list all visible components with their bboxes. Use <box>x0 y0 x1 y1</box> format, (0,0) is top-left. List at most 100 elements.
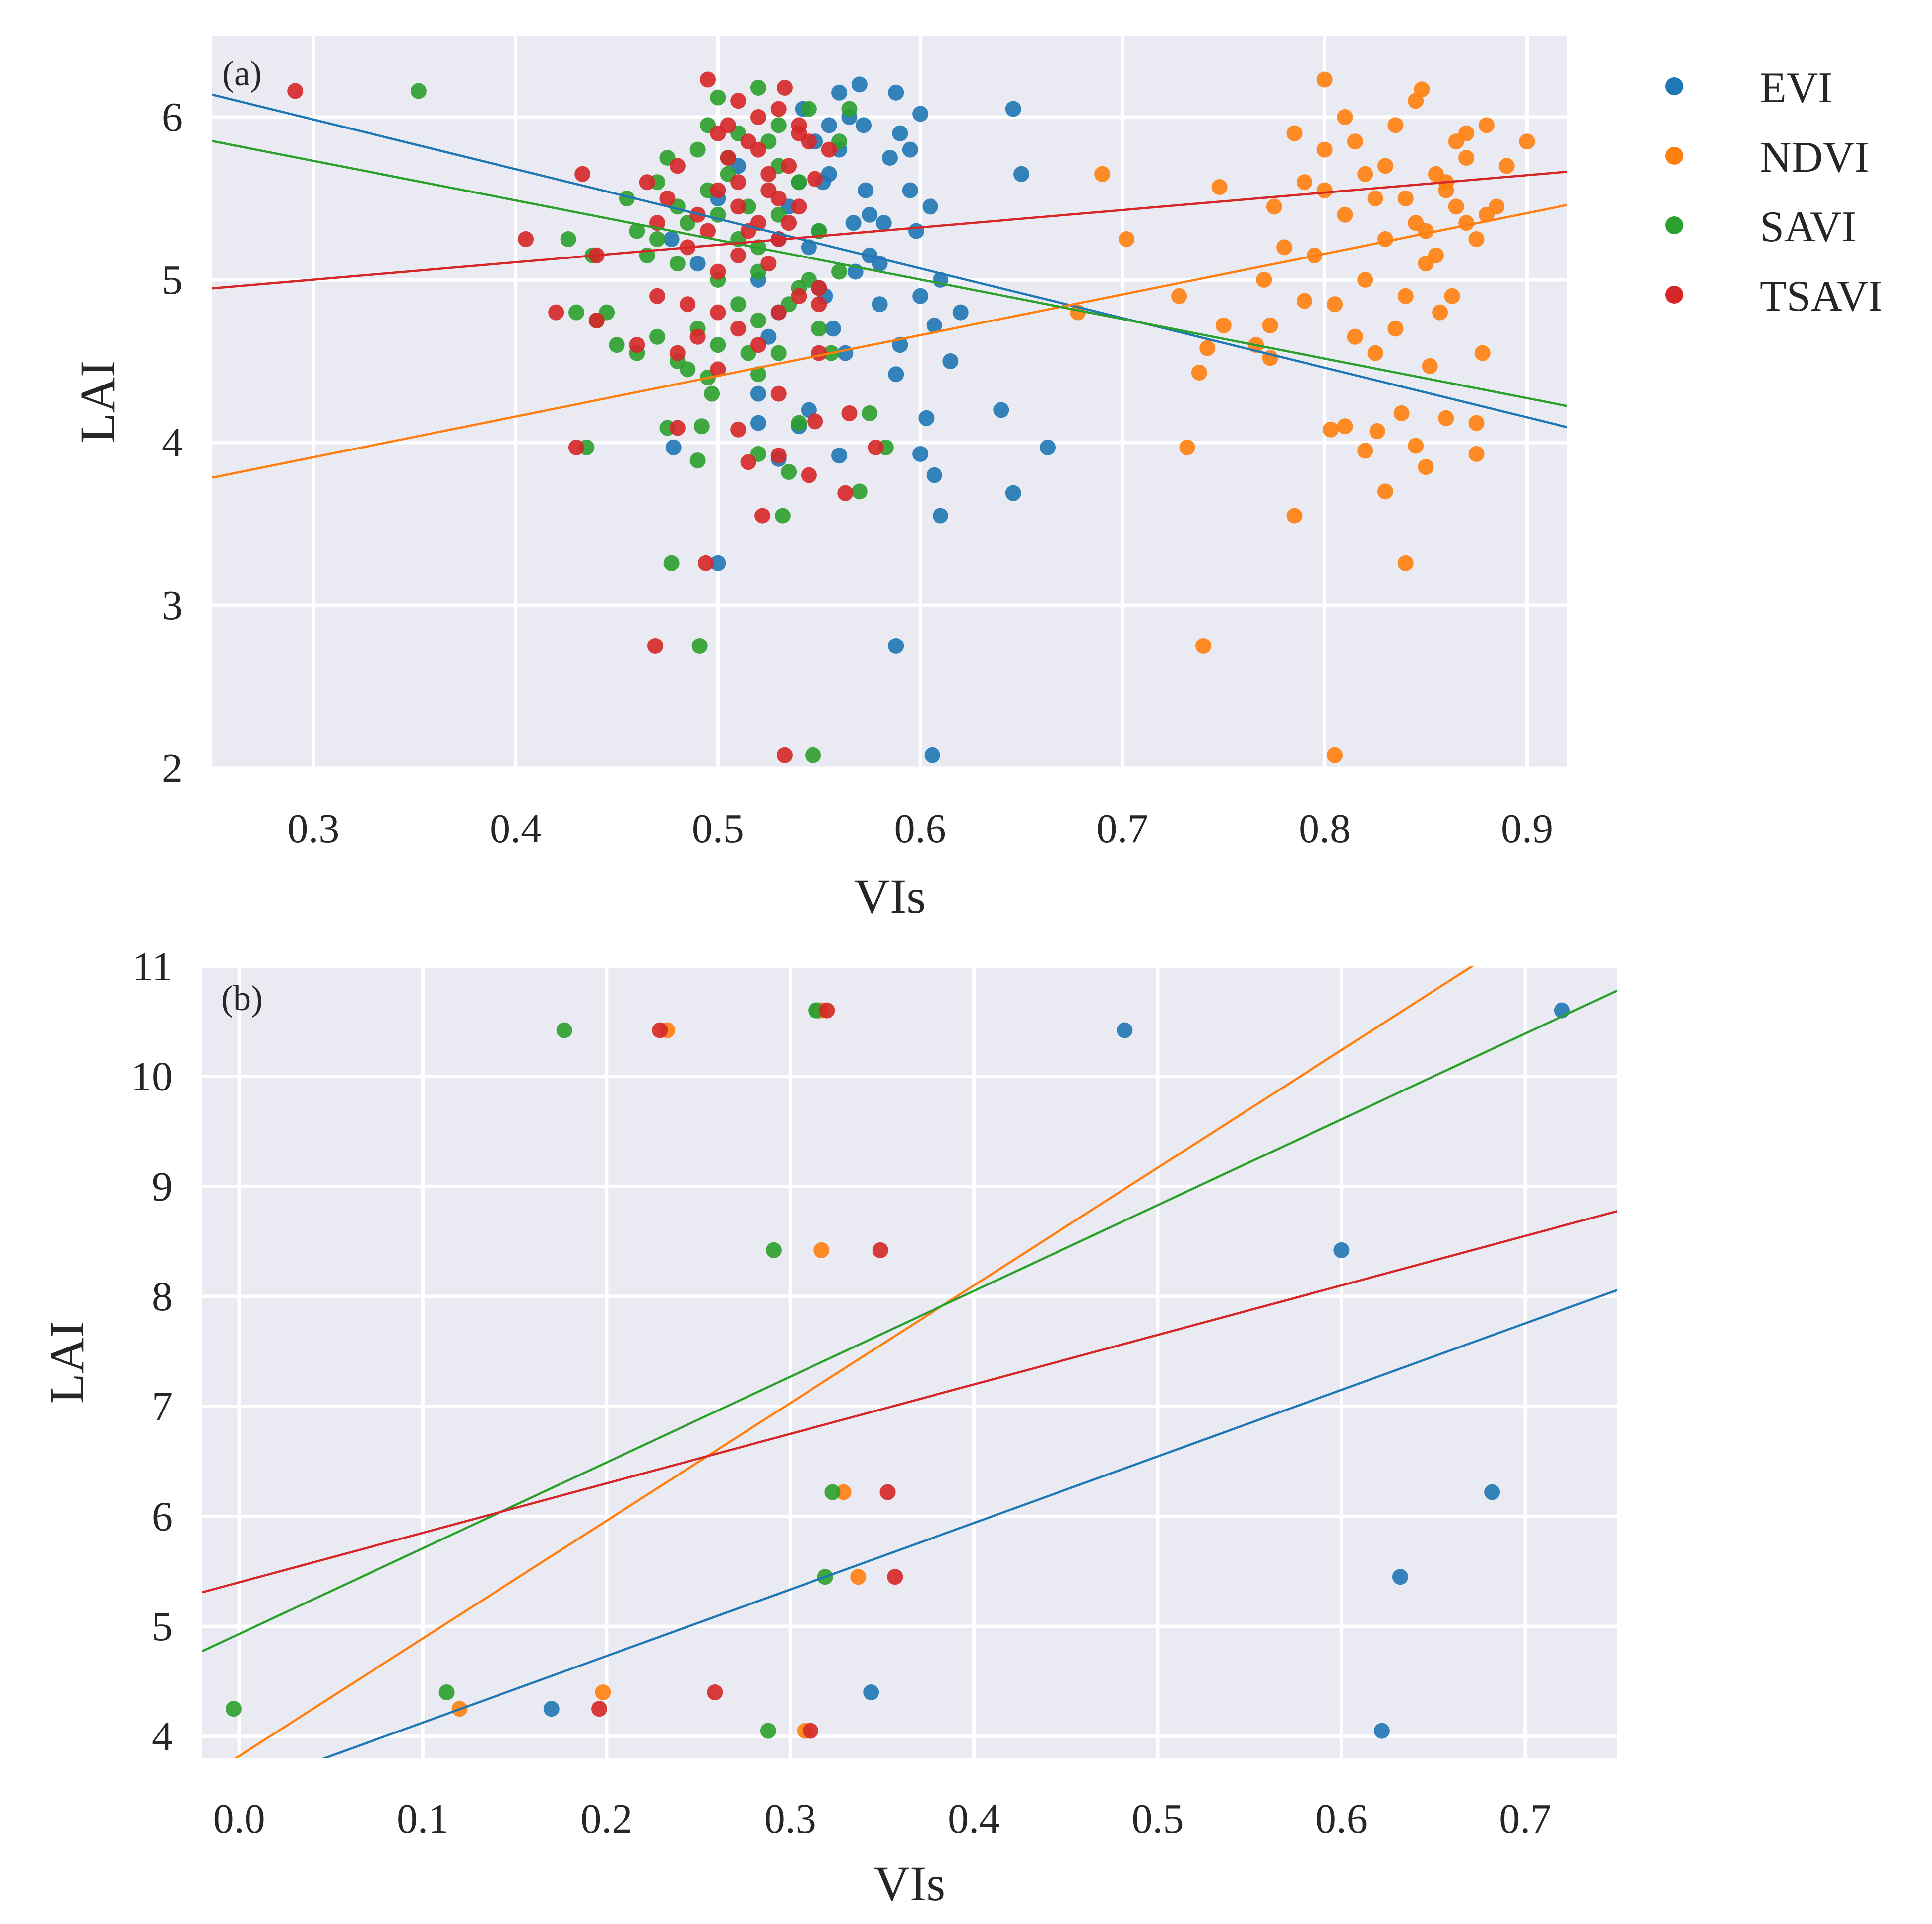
data-point-tsavi <box>639 174 655 191</box>
data-point-tsavi <box>750 109 766 125</box>
data-point-evi <box>1005 485 1021 501</box>
data-point-savi <box>774 508 791 524</box>
data-point-evi <box>858 182 874 198</box>
data-point-ndvi <box>1432 304 1448 321</box>
data-point-tsavi <box>700 223 716 239</box>
data-point-evi <box>1373 1723 1390 1739</box>
y-tick-label: 7 <box>152 1384 173 1430</box>
data-point-ndvi <box>1448 133 1464 150</box>
x-tick-label: 0.6 <box>1315 1796 1368 1842</box>
series-evi <box>543 1002 1570 1739</box>
data-point-savi <box>560 231 576 247</box>
plot-area <box>202 966 1617 1758</box>
data-point-evi <box>926 467 942 483</box>
data-point-ndvi <box>1397 555 1414 571</box>
data-point-evi <box>888 366 904 383</box>
data-point-tsavi <box>740 133 756 150</box>
data-point-savi <box>781 464 797 480</box>
data-point-ndvi <box>1171 288 1187 304</box>
data-point-ndvi <box>1276 239 1293 256</box>
data-point-evi <box>831 84 848 101</box>
data-point-evi <box>875 215 892 231</box>
data-point-tsavi <box>720 150 736 166</box>
data-point-savi <box>710 89 726 106</box>
data-point-ndvi <box>1367 345 1383 361</box>
data-point-tsavi <box>811 296 827 313</box>
data-point-tsavi <box>710 182 726 198</box>
x-tick-label: 0.3 <box>287 806 339 852</box>
data-point-savi <box>693 418 710 435</box>
data-point-evi <box>1117 1022 1133 1038</box>
data-point-ndvi <box>1377 158 1394 174</box>
data-point-savi <box>710 337 726 353</box>
data-point-savi <box>704 385 720 402</box>
data-point-ndvi <box>1498 158 1515 174</box>
data-point-savi <box>808 1002 824 1019</box>
data-point-tsavi <box>568 439 584 455</box>
data-point-ndvi <box>1458 215 1475 231</box>
data-point-tsavi <box>791 125 807 141</box>
data-point-savi <box>750 366 766 383</box>
fit-line-tsavi <box>202 1210 1617 1594</box>
x-tick-label: 0.0 <box>213 1796 265 1842</box>
data-point-ndvi <box>1286 508 1303 524</box>
y-tick-label: 6 <box>162 94 183 140</box>
data-point-evi <box>942 353 959 369</box>
data-point-ndvi <box>1337 206 1353 223</box>
data-point-evi <box>952 304 969 321</box>
data-point-tsavi <box>720 117 736 133</box>
data-point-savi <box>791 174 807 191</box>
data-point-savi <box>689 452 706 469</box>
data-point-tsavi <box>730 421 747 438</box>
data-point-savi <box>568 304 584 321</box>
data-point-evi <box>831 448 848 464</box>
data-point-ndvi <box>595 1684 611 1700</box>
data-point-savi <box>629 223 645 239</box>
data-point-tsavi <box>754 508 771 524</box>
x-tick-label: 0.8 <box>1299 806 1351 852</box>
data-point-ndvi <box>1191 364 1207 381</box>
x-tick-label: 0.4 <box>490 806 542 852</box>
data-point-tsavi <box>819 1002 835 1019</box>
x-tick-label: 0.1 <box>397 1796 449 1842</box>
fit-line-ndvi <box>212 203 1567 479</box>
data-point-ndvi <box>1094 166 1111 182</box>
data-point-tsavi <box>629 337 645 353</box>
data-point-ndvi <box>1422 358 1438 374</box>
data-point-evi <box>902 182 918 198</box>
x-tick-label: 0.9 <box>1501 806 1553 852</box>
x-tick-label: 0.3 <box>764 1796 816 1842</box>
data-point-evi <box>908 223 925 239</box>
data-point-evi <box>845 215 862 231</box>
data-point-ndvi <box>1316 141 1333 158</box>
data-point-tsavi <box>710 304 726 321</box>
data-point-savi <box>770 345 787 361</box>
y-tick-label: 5 <box>162 257 183 303</box>
legend-marker-tsavi <box>1665 286 1683 304</box>
data-point-evi <box>993 402 1009 418</box>
data-point-ndvi <box>1468 415 1485 431</box>
data-point-tsavi <box>689 328 706 345</box>
data-point-ndvi <box>1119 231 1135 247</box>
y-axis-label: LAI <box>39 1321 94 1404</box>
data-point-evi <box>912 106 929 122</box>
data-point-tsavi <box>730 247 747 263</box>
data-point-ndvi <box>1393 405 1410 421</box>
data-point-tsavi <box>887 1569 903 1585</box>
data-point-tsavi <box>807 171 823 187</box>
data-point-tsavi <box>710 361 726 378</box>
data-point-tsavi <box>652 1022 668 1038</box>
data-point-tsavi <box>841 405 858 421</box>
data-point-ndvi <box>1286 125 1303 141</box>
series-ndvi <box>1070 71 1535 763</box>
data-point-ndvi <box>1199 340 1216 356</box>
fit-line-savi <box>212 140 1567 407</box>
data-point-tsavi <box>700 71 716 88</box>
fit-line-evi <box>320 1289 1617 1758</box>
data-point-ndvi <box>1408 438 1424 454</box>
data-point-ndvi <box>1357 272 1373 288</box>
legend-label-tsavi: TSAVI <box>1760 272 1883 321</box>
plot-area <box>212 71 1567 763</box>
data-point-ndvi <box>1448 198 1464 215</box>
